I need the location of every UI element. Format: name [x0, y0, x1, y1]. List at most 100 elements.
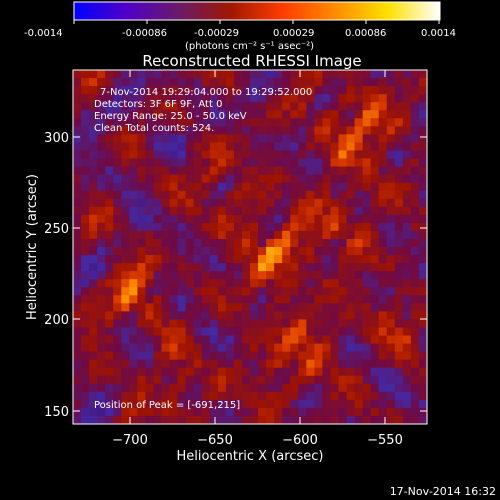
image-pixel — [121, 295, 130, 304]
image-pixel — [105, 222, 114, 232]
image-pixel — [97, 102, 106, 111]
image-pixel — [378, 182, 388, 192]
image-pixel — [81, 407, 90, 417]
image-pixel — [370, 134, 380, 143]
image-pixel — [402, 214, 412, 224]
image-pixel — [121, 102, 130, 111]
image-pixel — [89, 287, 98, 296]
image-pixel — [81, 238, 90, 248]
image-pixel — [209, 238, 219, 248]
image-pixel — [282, 142, 291, 151]
image-pixel — [225, 166, 235, 175]
image-pixel — [105, 375, 114, 385]
image-pixel — [362, 94, 372, 103]
image-pixel — [153, 391, 162, 401]
image-pixel — [89, 230, 98, 240]
image-pixel — [386, 327, 396, 336]
image-pixel — [346, 359, 355, 369]
image-pixel — [185, 303, 195, 312]
image-pixel — [394, 375, 404, 385]
image-pixel — [105, 86, 114, 95]
image-pixel — [290, 118, 299, 127]
image-pixel — [322, 206, 331, 216]
image-pixel — [354, 279, 364, 288]
image-pixel — [217, 359, 227, 369]
y-tick-label: 300 — [44, 131, 69, 146]
image-pixel — [97, 230, 106, 240]
image-pixel — [282, 134, 291, 143]
image-pixel — [354, 78, 364, 87]
image-pixel — [177, 118, 187, 127]
image-pixel — [145, 206, 154, 216]
image-pixel — [209, 303, 219, 312]
image-pixel — [137, 166, 146, 175]
image-pixel — [410, 335, 420, 344]
image-pixel — [185, 327, 195, 336]
image-pixel — [362, 327, 372, 336]
image-pixel — [338, 230, 347, 240]
image-pixel — [97, 238, 106, 248]
image-pixel — [362, 391, 372, 401]
image-pixel — [225, 222, 235, 232]
image-pixel — [105, 70, 114, 79]
image-pixel — [161, 198, 170, 208]
image-pixel — [209, 230, 219, 240]
image-pixel — [266, 158, 275, 167]
image-pixel — [153, 255, 162, 264]
image-pixel — [402, 383, 412, 393]
image-pixel — [410, 383, 420, 393]
image-pixel — [233, 335, 243, 344]
image-pixel — [314, 375, 323, 385]
image-pixel — [209, 367, 219, 377]
image-pixel — [274, 102, 283, 111]
image-pixel — [161, 166, 170, 175]
image-pixel — [346, 391, 355, 401]
image-pixel — [209, 142, 219, 151]
image-pixel — [338, 166, 347, 175]
image-pixel — [97, 279, 106, 288]
image-pixel — [233, 150, 243, 159]
image-pixel — [121, 238, 130, 248]
image-pixel — [169, 367, 178, 377]
image-pixel — [346, 86, 355, 95]
image-pixel — [161, 222, 170, 232]
image-pixel — [217, 295, 227, 304]
image-pixel — [97, 110, 106, 119]
image-pixel — [169, 214, 178, 224]
image-pixel — [274, 367, 283, 377]
image-pixel — [266, 222, 275, 232]
image-pixel — [241, 182, 251, 192]
image-pixel — [169, 174, 178, 184]
image-pixel — [225, 102, 235, 111]
image-pixel — [209, 335, 219, 344]
image-pixel — [378, 383, 388, 393]
image-pixel — [346, 263, 355, 272]
image-pixel — [241, 110, 251, 119]
image-pixel — [346, 287, 355, 296]
image-pixel — [161, 399, 170, 409]
x-tick-label: −600 — [282, 433, 318, 448]
image-pixel — [137, 230, 146, 240]
image-pixel — [298, 311, 307, 320]
image-pixel — [354, 198, 364, 208]
image-pixel — [322, 126, 331, 135]
image-pixel — [121, 319, 130, 328]
image-pixel — [137, 383, 146, 393]
image-pixel — [73, 271, 82, 280]
image-pixel — [418, 206, 427, 216]
image-pixel — [322, 351, 331, 361]
image-pixel — [145, 407, 154, 417]
image-pixel — [73, 375, 82, 385]
image-pixel — [250, 190, 259, 200]
image-pixel — [105, 230, 114, 240]
image-pixel — [386, 279, 396, 288]
image-pixel — [378, 198, 388, 208]
image-pixel — [129, 206, 138, 216]
image-pixel — [81, 287, 90, 296]
image-pixel — [298, 407, 307, 417]
image-pixel — [266, 134, 275, 143]
image-pixel — [354, 190, 364, 200]
image-pixel — [241, 255, 251, 264]
image-pixel — [274, 126, 283, 135]
image-pixel — [418, 174, 427, 184]
